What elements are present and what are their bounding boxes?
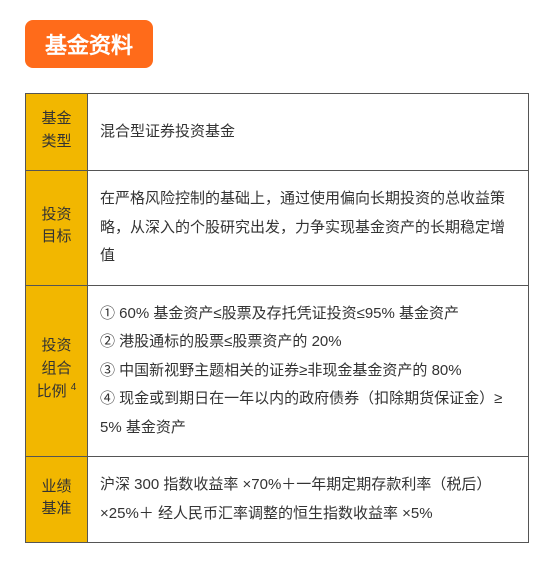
content-line: 在严格风险控制的基础上，通过使用偏向长期投资的总收益策略，从深入的个股研究出发，… [100,190,505,264]
content-line: 混合型证券投资基金 [100,123,235,140]
row-label-cell: 投资组合比例 4 [26,285,88,457]
section-title-badge: 基金资料 [25,20,153,68]
row-label-text: 基金类型 [41,108,71,153]
content-line: 沪深 300 指数收益率 ×70%＋一年期定期存款利率（税后）×25%＋ 经人民… [100,476,491,522]
fund-info-table: 基金类型 混合型证券投资基金投资目标在严格风险控制的基础上，通过使用偏向长期投资的… [25,93,529,543]
table-row: 投资目标在严格风险控制的基础上，通过使用偏向长期投资的总收益策略，从深入的个股研… [26,171,529,286]
section-title-text: 基金资料 [45,33,133,58]
table-row: 业绩基准沪深 300 指数收益率 ×70%＋一年期定期存款利率（税后）×25%＋… [26,457,529,543]
row-label-text: 投资目标 [41,204,71,249]
row-label-text: 业绩基准 [41,476,71,521]
row-content-cell: 混合型证券投资基金 [88,94,529,171]
row-label-text: 投资组合比例 4 [37,335,77,404]
row-content-cell: ① 60% 基金资产≤股票及存托凭证投资≤95% 基金资产 ② 港股通标的股票≤股… [88,285,529,457]
row-label-cell: 业绩基准 [26,457,88,543]
row-content-cell: 沪深 300 指数收益率 ×70%＋一年期定期存款利率（税后）×25%＋ 经人民… [88,457,529,543]
content-line: ① 60% 基金资产≤股票及存托凭证投资≤95% 基金资产 [100,305,459,322]
row-content-cell: 在严格风险控制的基础上，通过使用偏向长期投资的总收益策略，从深入的个股研究出发，… [88,171,529,286]
content-line: ③ 中国新视野主题相关的证券≥非现金基金资产的 80% [100,362,462,379]
table-row: 基金类型 混合型证券投资基金 [26,94,529,171]
content-line: ④ 现金或到期日在一年以内的政府债券（扣除期货保证金）≥ 5% 基金资产 [100,390,502,436]
label-superscript: 4 [71,382,77,393]
row-label-cell: 投资目标 [26,171,88,286]
content-line: ② 港股通标的股票≤股票资产的 20% [100,333,342,350]
row-label-cell: 基金类型 [26,94,88,171]
table-row: 投资组合比例 4 ① 60% 基金资产≤股票及存托凭证投资≤95% 基金资产 ② 港… [26,285,529,457]
